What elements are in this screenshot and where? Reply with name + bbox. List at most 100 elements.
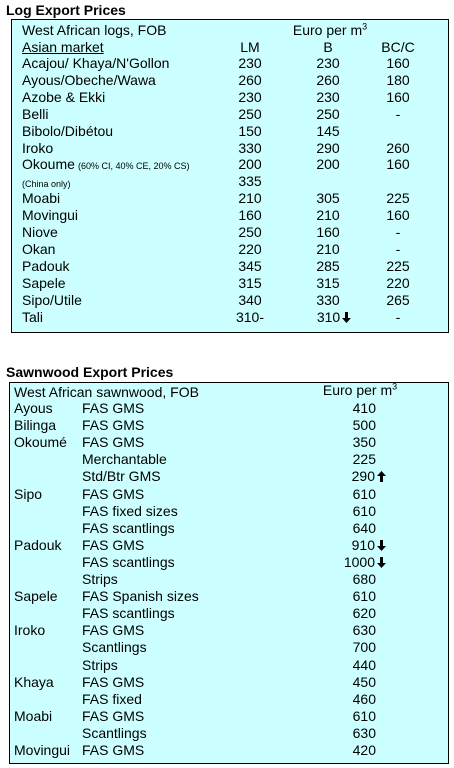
column-header: LM xyxy=(240,39,260,55)
price-cell: 225 xyxy=(386,257,410,274)
price-cell: 610 xyxy=(352,588,376,605)
price-cell: 145 xyxy=(316,122,340,139)
grade-name: FAS GMS xyxy=(82,742,145,758)
price-cell: 200 xyxy=(238,156,262,173)
price-cell: 630 xyxy=(352,724,376,741)
price-cell: 680 xyxy=(352,571,376,587)
grade-name: FAS scantlings xyxy=(82,553,175,570)
price-cell: 200 xyxy=(316,156,340,173)
price-cell: 180 xyxy=(386,71,410,88)
header-label: West African sawnwood, FOB xyxy=(14,384,199,400)
grade-name: FAS fixed sizes xyxy=(82,502,178,519)
grade-name: Std/Btr GMS xyxy=(82,468,161,485)
price-cell: 230 xyxy=(238,88,262,105)
grade-name: Scantlings xyxy=(82,639,147,656)
price-cell: 630 xyxy=(352,622,376,639)
price-cell: 315 xyxy=(238,274,262,291)
price-cell: 290 xyxy=(316,139,340,156)
section-title: Sawnwood Export Prices xyxy=(6,364,174,380)
grade-name: Strips xyxy=(82,571,118,587)
column-header: BC/C xyxy=(381,39,415,55)
species-name: Khaya xyxy=(14,673,54,690)
grade-name: FAS GMS xyxy=(82,400,145,416)
species-name: Padouk xyxy=(22,257,70,274)
unit-label: Euro per m3 xyxy=(292,21,368,38)
price-cell: 345 xyxy=(238,257,262,274)
price-cell: 620 xyxy=(352,605,376,622)
price-cell: 290 xyxy=(266,468,386,484)
species-name: Iroko xyxy=(22,139,54,156)
species-name: Bibolo/Dibétou xyxy=(22,122,114,139)
price-cell: - xyxy=(395,224,401,240)
price-cell: 700 xyxy=(352,639,376,656)
price-cell: 500 xyxy=(352,417,376,434)
price-cell: 330 xyxy=(238,139,262,156)
price-cell: 260 xyxy=(316,71,340,88)
grade-name: Merchantable xyxy=(82,451,167,468)
price-cell: 330 xyxy=(316,291,340,308)
price-cell: 310- xyxy=(235,308,265,325)
species-note: (60% CI, 40% CE, 20% CS) xyxy=(78,161,190,172)
price-cell: 225 xyxy=(386,190,410,207)
price-cell: 250 xyxy=(238,105,262,122)
column-header: B xyxy=(323,39,333,55)
price-cell: - xyxy=(395,105,401,122)
grade-name: FAS GMS xyxy=(82,485,145,502)
price-cell: 210 xyxy=(316,240,340,257)
price-cell: - xyxy=(395,240,401,257)
grade-name: Strips xyxy=(82,656,118,673)
species-name: Ayous xyxy=(14,400,53,416)
species-name: Bilinga xyxy=(14,417,57,434)
species-name: Padouk xyxy=(14,536,62,553)
price-cell: 220 xyxy=(238,240,262,257)
price-cell: 310 xyxy=(274,309,394,325)
grade-name: FAS GMS xyxy=(82,707,145,724)
species-name: Belli xyxy=(22,105,49,122)
price-cell: 610 xyxy=(352,485,376,502)
price-cell: 160 xyxy=(386,156,410,173)
price-cell: 210 xyxy=(316,207,340,224)
trend-arrow xyxy=(377,539,386,551)
species-name: Sipo/Utile xyxy=(22,291,82,308)
price-cell: 210 xyxy=(238,190,262,207)
species-name: Moabi xyxy=(22,190,61,207)
price-cell: - xyxy=(395,308,401,325)
species-name: Acajou/ Khaya/N'Gollon xyxy=(22,55,170,71)
subheader-label: Asian market xyxy=(22,39,104,55)
table-box xyxy=(9,382,449,764)
price-cell: 225 xyxy=(352,451,376,468)
price-cell: 265 xyxy=(386,291,410,308)
species-name: Okoumé xyxy=(14,434,67,451)
price-cell: 460 xyxy=(352,690,376,707)
price-cell: 260 xyxy=(386,139,410,156)
grade-name: FAS fixed xyxy=(82,690,142,707)
grade-name: FAS scantlings xyxy=(82,519,175,536)
section-title: Log Export Prices xyxy=(6,2,126,18)
species-name: Ayous/Obeche/Wawa xyxy=(22,71,156,88)
grade-name: FAS GMS xyxy=(82,434,145,451)
trend-arrow xyxy=(377,471,386,483)
price-cell: 250 xyxy=(238,224,262,240)
price-cell: 250 xyxy=(316,105,340,122)
species-name: Sipo xyxy=(14,485,43,502)
trend-arrow xyxy=(342,311,352,323)
species-name: Iroko xyxy=(14,622,46,639)
species-name: Sapele xyxy=(14,588,58,605)
price-cell: 230 xyxy=(316,55,340,71)
price-cell: 1000 xyxy=(266,554,386,570)
grade-name: Scantlings xyxy=(82,724,147,741)
price-cell: 410 xyxy=(352,400,376,416)
price-cell: 160 xyxy=(386,88,410,105)
grade-name: FAS GMS xyxy=(82,673,145,690)
species-name: Azobe & Ekki xyxy=(22,88,106,105)
price-cell: 610 xyxy=(352,502,376,519)
grade-name: FAS GMS xyxy=(82,622,145,639)
species-note: (China only) xyxy=(22,179,71,190)
price-cell: 260 xyxy=(238,71,262,88)
species-name: Moabi xyxy=(14,707,53,724)
price-cell: 285 xyxy=(316,257,340,274)
species-name: Okan xyxy=(22,240,56,257)
price-cell: 450 xyxy=(352,673,376,690)
price-cell: 340 xyxy=(238,291,262,308)
